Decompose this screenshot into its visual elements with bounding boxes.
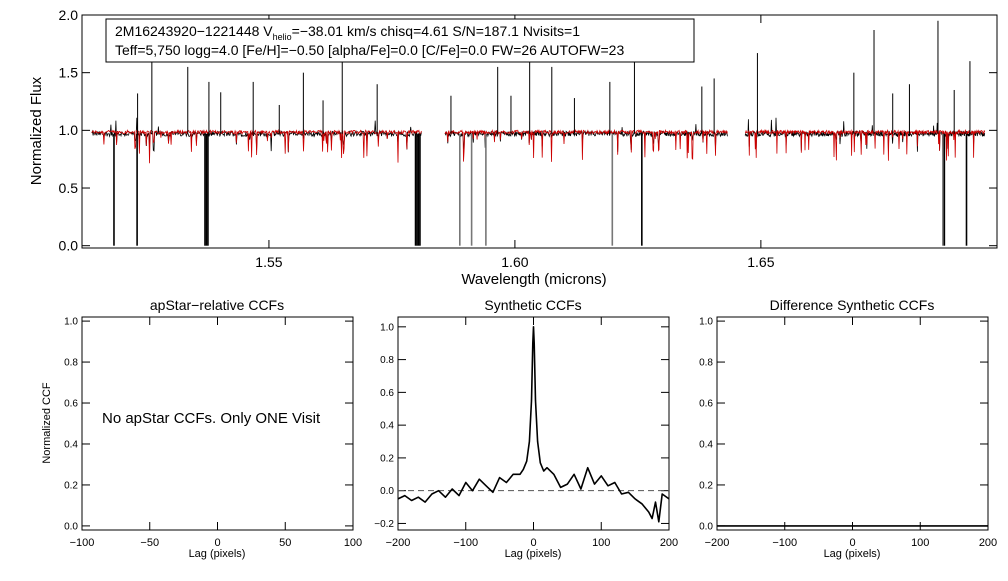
- apstar-ccf-x-tick-label: −100: [70, 537, 95, 549]
- synthetic-ccf-x-tick-label: −100: [453, 537, 478, 549]
- spectrum-y-tick-label: 0.5: [59, 180, 79, 196]
- apstar-ccf-y-tick-label: 1.0: [64, 317, 78, 328]
- difference-ccf-x-tick-label: −200: [705, 537, 730, 549]
- difference-ccf-y-tick-label: 1.0: [699, 317, 713, 328]
- spectrum-legend-box: 2M16243920−1221448 Vhelio=−38.01 km/s ch…: [105, 18, 695, 63]
- synthetic-ccf-x-axis-label: Lag (pixels): [505, 548, 562, 560]
- apstar-ccf-x-axis-label: Lag (pixels): [189, 548, 246, 560]
- spectrum-ticks: 1.55 1.60 1.65 0.0 0.5 1.0 1.5 2.0: [59, 7, 997, 270]
- difference-ccf-x-tick-label: 100: [911, 537, 929, 549]
- synthetic-ccf-x-tick-label: −200: [386, 537, 411, 549]
- apstar-ccf-y-tick-label: 0.6: [64, 399, 78, 410]
- model-spectrum-line: [744, 128, 986, 161]
- star-id-velocity-label: 2M16243920−1221448 V: [115, 23, 273, 39]
- velocity-subscript: helio: [273, 32, 292, 42]
- difference-ccf-y-tick-label: 0.0: [699, 521, 713, 532]
- apstar-ccf-y-tick-label: 0.0: [64, 521, 78, 532]
- synthetic-ccf-y-tick-label: 0.2: [380, 453, 394, 464]
- apstar-ccf-y-axis-label: Normalized CCF: [41, 382, 53, 464]
- synthetic-ccf-x-tick-label: 100: [592, 537, 610, 549]
- spectrum-plot-frame: [81, 14, 998, 249]
- difference-ccf-y-tick-label: 0.6: [699, 399, 713, 410]
- difference-ccf-panel: −200 −100 0 100 200 0.0 0.2 0.4 0.6 0.8 1.0 Differ…: [699, 297, 997, 560]
- synthetic-ccf-y-tick-label: 0.6: [380, 388, 394, 399]
- difference-ccf-y-tick-label: 0.2: [699, 480, 713, 491]
- synthetic-ccf-panel: −200 −100 0 100 200 −0.2 0.0 0.2 0.4 0.6 0.8 1.0 Sy…: [374, 297, 678, 560]
- spectrum-y-tick-label: 2.0: [59, 7, 79, 23]
- model-spectrum-line: [91, 128, 422, 164]
- difference-ccf-x-tick-label: 200: [979, 537, 997, 549]
- synthetic-ccf-x-tick-label: 0: [530, 537, 536, 549]
- fit-stats-label: =−38.01 km/s chisq=4.61 S/N=187.1 Nvisit…: [292, 23, 581, 39]
- synthetic-ccf-plot-frame: [397, 316, 670, 531]
- apstar-ccf-x-tick-label: −50: [140, 537, 159, 549]
- spectrum-info-line-1: 2M16243920−1221448 Vhelio=−38.01 km/s ch…: [115, 23, 580, 42]
- spectrum-x-tick-label: 1.55: [255, 254, 282, 270]
- synthetic-ccf-x-tick-label: 200: [660, 537, 678, 549]
- synthetic-ccf-ticks: −200 −100 0 100 200 −0.2 0.0 0.2 0.4 0.6 0.8 1.0: [374, 317, 678, 549]
- spectrum-y-tick-label: 0.0: [59, 238, 79, 254]
- apstar-ccf-y-tick-label: 0.4: [64, 439, 78, 450]
- synthetic-ccf-y-tick-label: 0.4: [380, 421, 394, 432]
- apstar-ccf-y-tick-label: 0.2: [64, 480, 78, 491]
- synthetic-ccf-y-tick-label: 0.8: [380, 355, 394, 366]
- spectrum-y-tick-label: 1.5: [59, 65, 79, 81]
- model-spectrum-line: [444, 128, 728, 162]
- spectrum-y-tick-label: 1.0: [59, 122, 79, 138]
- synthetic-ccf-y-tick-label: 1.0: [380, 322, 394, 333]
- apstar-ccf-y-tick-label: 0.8: [64, 358, 78, 369]
- difference-ccf-title: Difference Synthetic CCFs: [770, 297, 935, 313]
- difference-ccf-y-tick-label: 0.4: [699, 439, 713, 450]
- apstar-ccf-ticks: −100 −50 0 50 100 0.0 0.2 0.4 0.6 0.8 1.0: [64, 317, 362, 549]
- synthetic-ccf-y-tick-label: 0.0: [380, 486, 394, 497]
- no-ccf-annotation: No apStar CCFs. Only ONE Visit: [102, 410, 321, 427]
- spectrum-x-tick-label: 1.60: [501, 254, 528, 270]
- synthetic-ccf-line: [397, 326, 670, 523]
- apstar-ccf-x-tick-label: 100: [344, 537, 362, 549]
- spectrum-x-axis-label: Wavelength (microns): [461, 271, 606, 288]
- spectrum-lines: [91, 20, 986, 246]
- difference-ccf-x-axis-label: Lag (pixels): [824, 548, 881, 560]
- difference-ccf-x-tick-label: 0: [849, 537, 855, 549]
- apstar-ccf-x-tick-label: 0: [214, 537, 220, 549]
- difference-ccf-x-tick-label: −100: [772, 537, 797, 549]
- synthetic-ccf-title: Synthetic CCFs: [484, 297, 581, 313]
- spectrum-info-line-2: Teff=5,750 logg=4.0 [Fe/H]=−0.50 [alpha/…: [115, 42, 624, 58]
- observed-spectrum-line: [444, 124, 728, 152]
- synthetic-ccf-y-tick-label: −0.2: [374, 519, 394, 530]
- apstar-ccf-panel: −100 −50 0 50 100 0.0 0.2 0.4 0.6 0.8 1.0 apStar−r…: [41, 297, 362, 560]
- spectrum-y-axis-label: Normalized Flux: [28, 76, 45, 185]
- spectrum-panel: 1.55 1.60 1.65 0.0 0.5 1.0 1.5 2.0 Normalized F…: [28, 7, 998, 288]
- difference-ccf-y-tick-label: 0.8: [699, 358, 713, 369]
- apstar-ccf-title: apStar−relative CCFs: [150, 297, 284, 313]
- spectrum-x-tick-label: 1.65: [747, 254, 774, 270]
- synthetic-ccf-lines: [397, 326, 670, 523]
- spectrum-info-box: [105, 18, 695, 63]
- apstar-ccf-x-tick-label: 50: [279, 537, 291, 549]
- difference-ccf-plot-frame: [716, 316, 989, 531]
- difference-ccf-ticks: −200 −100 0 100 200 0.0 0.2 0.4 0.6 0.8 1.0: [699, 317, 997, 549]
